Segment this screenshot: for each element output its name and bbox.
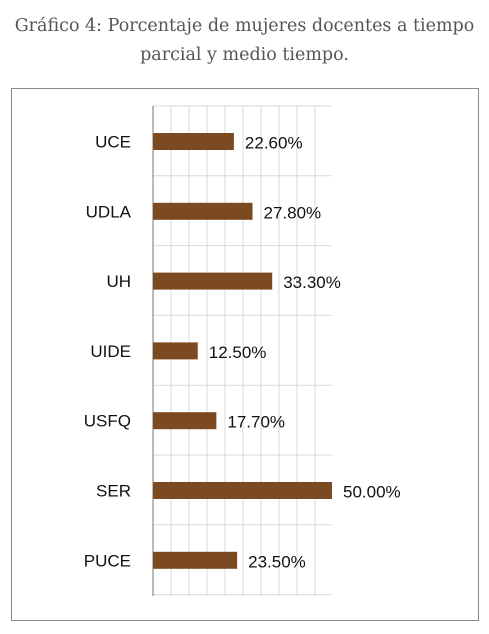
chart-title-line2: parcial y medio tiempo. [140,45,349,65]
category-label-uide: UIDE [90,342,131,361]
chart-frame [11,88,479,621]
category-label-usfq: USFQ [84,412,131,431]
bar-uide [153,342,198,360]
data-label-uce: 22.60% [245,134,303,153]
data-label-udla: 27.80% [264,203,322,222]
category-label-uh: UH [106,272,131,291]
bar-usfq [153,412,217,430]
category-label-ser: SER [96,482,131,501]
bar-udla [153,202,253,220]
bar-uce [153,133,234,150]
chart-title-line1: Gráfico 4: Porcentaje de mujeres docente… [14,16,475,36]
data-label-uh: 33.30% [283,273,341,292]
category-label-udla: UDLA [86,202,132,221]
data-label-ser: 50.00% [343,483,401,502]
data-label-usfq: 17.70% [227,413,285,432]
bar-ser [153,482,332,499]
bar-puce [153,551,238,569]
data-label-uide: 12.50% [209,343,267,362]
chart-title: Gráfico 4: Porcentaje de mujeres docente… [0,12,489,70]
data-label-puce: 23.50% [248,552,306,571]
category-label-puce: PUCE [84,551,131,570]
category-label-uce: UCE [95,133,131,152]
bar-uh [153,272,273,290]
